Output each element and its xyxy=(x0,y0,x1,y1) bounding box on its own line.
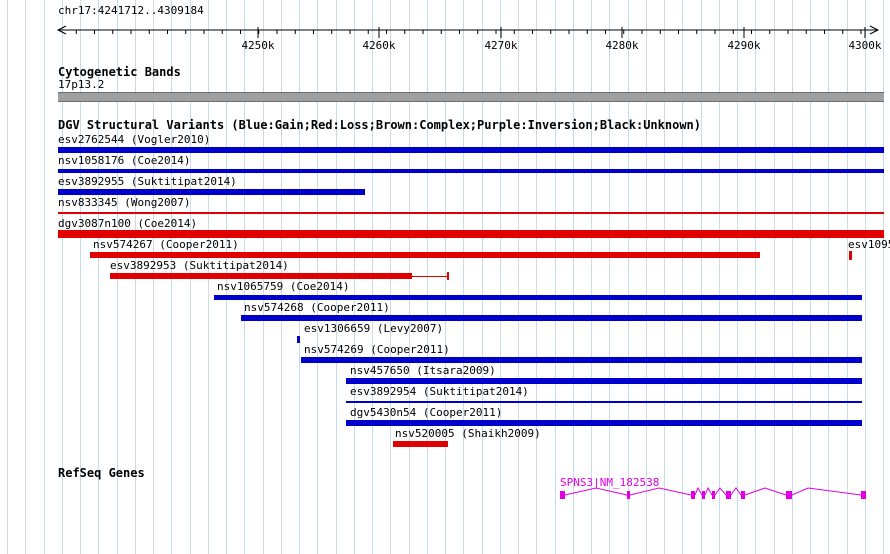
variant-label[interactable]: nsv1065759 (Coe2014) xyxy=(217,280,350,293)
grid-line xyxy=(701,0,702,554)
region-coordinates: chr17:4241712..4309184 xyxy=(58,4,204,17)
grid-line xyxy=(792,0,793,554)
variant-bar[interactable] xyxy=(214,295,862,300)
variant-whisker-tick xyxy=(447,272,449,280)
variant-bar[interactable] xyxy=(241,315,862,321)
cytoband-name: 17p13.2 xyxy=(58,78,105,91)
grid-line xyxy=(445,0,446,554)
ruler-tick-label: 4250k xyxy=(241,39,275,52)
variant-label[interactable]: esv1095 xyxy=(848,238,890,251)
ruler-tick-label: 4280k xyxy=(605,39,639,52)
grid-line xyxy=(883,0,884,554)
variant-bar[interactable] xyxy=(58,230,884,238)
variant-label[interactable]: dgv3087n100 (Coe2014) xyxy=(58,217,198,230)
gene-exon[interactable] xyxy=(726,491,731,499)
grid-line xyxy=(98,0,99,554)
grid-line xyxy=(719,0,720,554)
cytoband-bar xyxy=(58,92,884,102)
ruler-arrowhead-icon xyxy=(869,25,880,35)
grid-line xyxy=(646,0,647,554)
variant-bar[interactable] xyxy=(58,189,365,195)
variant-label[interactable]: dgv5430n54 (Cooper2011) xyxy=(350,406,503,419)
variant-bar[interactable] xyxy=(110,273,412,279)
variant-bar[interactable] xyxy=(90,252,760,258)
variant-bar[interactable] xyxy=(346,420,862,426)
grid-line xyxy=(555,0,556,554)
gene-exon[interactable] xyxy=(712,491,715,499)
variant-bar[interactable] xyxy=(58,212,884,214)
dgv-section-title: DGV Structural Variants (Blue:Gain;Red:L… xyxy=(58,118,701,132)
grid-line xyxy=(536,0,537,554)
grid-line xyxy=(847,0,848,554)
variant-label[interactable]: esv2762544 (Vogler2010) xyxy=(58,133,211,146)
gene-label[interactable]: SPNS3|NM_182538 xyxy=(560,476,660,489)
variant-label[interactable]: nsv574269 (Cooper2011) xyxy=(304,343,450,356)
grid-line xyxy=(682,0,683,554)
ruler-tick-label: 4260k xyxy=(362,39,396,52)
gene-exon[interactable] xyxy=(741,491,745,499)
grid-line xyxy=(810,0,811,554)
variant-bar[interactable] xyxy=(346,378,862,384)
variant-bar[interactable] xyxy=(346,401,862,403)
grid-line xyxy=(80,0,81,554)
grid-line xyxy=(573,0,574,554)
variant-label[interactable]: nsv457650 (Itsara2009) xyxy=(350,364,496,377)
grid-line xyxy=(664,0,665,554)
grid-line xyxy=(591,0,592,554)
grid-line xyxy=(44,0,45,554)
gene-exon[interactable] xyxy=(691,491,695,499)
gene-exon[interactable] xyxy=(560,491,565,499)
ruler-tick-label: 4290k xyxy=(727,39,761,52)
refseq-section-title: RefSeq Genes xyxy=(58,466,145,480)
grid-line xyxy=(25,0,26,554)
variant-label[interactable]: esv1306659 (Levy2007) xyxy=(304,322,444,335)
grid-line xyxy=(518,0,519,554)
grid-line xyxy=(774,0,775,554)
variant-bar[interactable] xyxy=(58,169,884,173)
grid-line xyxy=(500,0,501,554)
variant-whisker-line xyxy=(412,276,449,277)
variant-label[interactable]: nsv520005 (Shaikh2009) xyxy=(395,427,541,440)
grid-line xyxy=(62,0,63,554)
variant-label[interactable]: nsv833345 (Wong2007) xyxy=(58,196,191,209)
variant-label[interactable]: esv3892955 (Suktitipat2014) xyxy=(58,175,237,188)
variant-label[interactable]: nsv1058176 (Coe2014) xyxy=(58,154,191,167)
grid-line xyxy=(737,0,738,554)
variant-label[interactable]: nsv574268 (Cooper2011) xyxy=(244,301,390,314)
variant-bar[interactable] xyxy=(301,357,862,363)
grid-line xyxy=(865,0,866,554)
gene-exon[interactable] xyxy=(702,491,705,499)
ruler-tick-label: 4300k xyxy=(848,39,882,52)
grid-line xyxy=(755,0,756,554)
grid-line xyxy=(628,0,629,554)
variant-label[interactable]: esv3892954 (Suktitipat2014) xyxy=(350,385,529,398)
grid-line xyxy=(482,0,483,554)
variant-label[interactable]: nsv574267 (Cooper2011) xyxy=(93,238,239,251)
grid-line xyxy=(463,0,464,554)
grid-line xyxy=(7,0,8,554)
variant-point[interactable] xyxy=(849,251,852,260)
variant-label[interactable]: esv3892953 (Suktitipat2014) xyxy=(110,259,289,272)
grid-line xyxy=(609,0,610,554)
ruler-tick-label: 4270k xyxy=(484,39,518,52)
grid-line xyxy=(427,0,428,554)
variant-bar[interactable] xyxy=(393,441,448,447)
grid-line xyxy=(828,0,829,554)
cytoband-section-title: Cytogenetic Bands xyxy=(58,65,181,79)
variant-point[interactable] xyxy=(297,336,300,343)
variant-bar[interactable] xyxy=(58,147,884,153)
